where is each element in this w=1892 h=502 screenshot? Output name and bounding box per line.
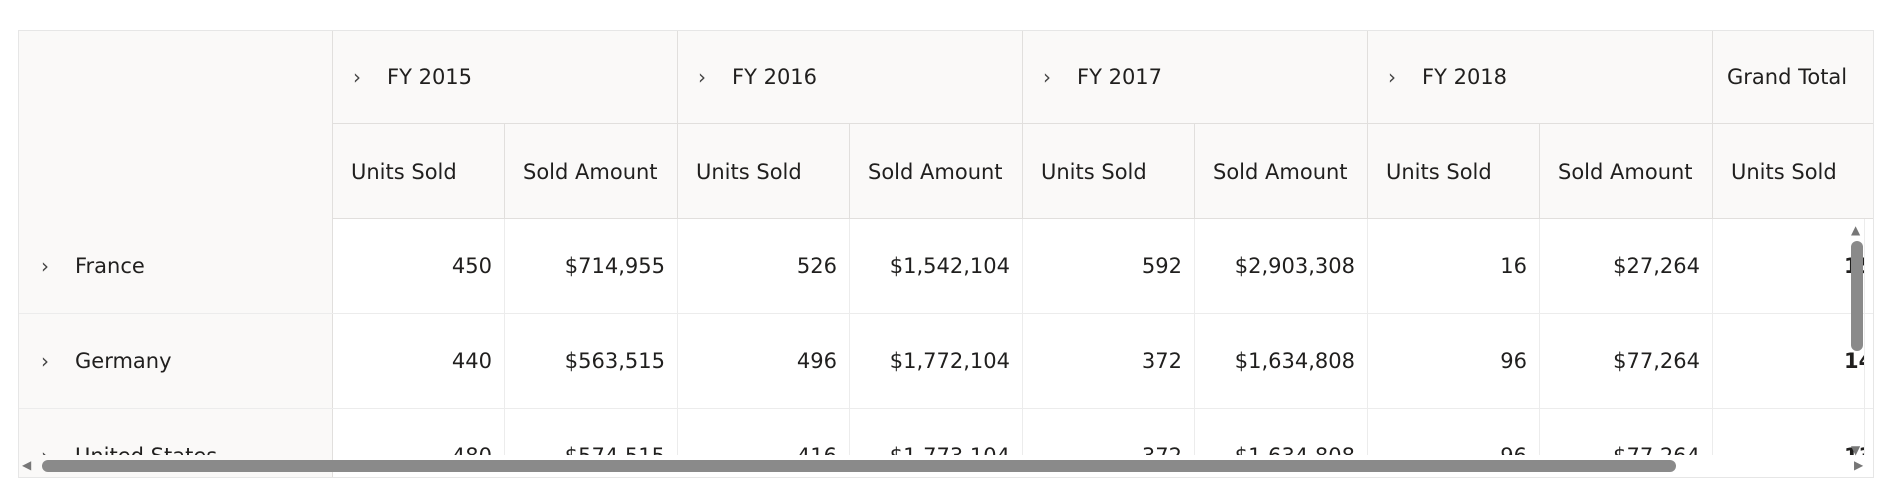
row-header-germany[interactable]: › Germany (19, 314, 333, 408)
grand-total-cell[interactable]: 136 (1713, 409, 1865, 455)
row-header-label: France (75, 254, 145, 278)
sub-header-sold-amount[interactable]: Sold Amount (850, 124, 1023, 219)
scroll-up-arrow-icon[interactable]: ▲ (1851, 223, 1861, 237)
sub-header-label: Units Sold (1386, 159, 1492, 184)
table-cell[interactable]: 416 (678, 409, 850, 455)
sub-header-units-sold[interactable]: Units Sold (333, 124, 505, 219)
sub-header-sold-amount[interactable]: Sold Amount (505, 124, 678, 219)
table-row: › Germany 440 $563,515 496 $1,772,104 37… (19, 314, 1873, 409)
table-cell[interactable]: 526 (678, 219, 850, 313)
chevron-right-icon[interactable]: › (353, 65, 361, 89)
table-cell[interactable]: 496 (678, 314, 850, 408)
column-header-label: FY 2016 (732, 65, 818, 89)
chevron-right-icon[interactable]: › (41, 349, 49, 373)
column-header: › FY 2015 › FY 2016 › FY 2017 › FY 2018 … (333, 31, 1873, 219)
table-cell[interactable]: $1,772,104 (850, 314, 1023, 408)
table-cell[interactable]: $1,634,808 (1195, 409, 1368, 455)
table-cell[interactable]: 480 (333, 409, 505, 455)
chevron-right-icon[interactable]: › (41, 444, 65, 455)
horizontal-scrollbar[interactable]: ◀ ▶ (18, 458, 1863, 472)
table-cell[interactable]: 440 (333, 314, 505, 408)
sub-header-sold-amount[interactable]: Sold Amount (1540, 124, 1713, 219)
horizontal-scrollbar-thumb[interactable] (42, 460, 1676, 472)
pivot-grid: › FY 2015 › FY 2016 › FY 2017 › FY 2018 … (18, 30, 1874, 478)
table-cell[interactable]: $1,773,104 (850, 409, 1023, 455)
sub-header-label: Units Sold (1731, 159, 1837, 184)
scroll-left-arrow-icon[interactable]: ◀ (22, 458, 32, 472)
column-header-grand-total[interactable]: Grand Total (1713, 31, 1873, 124)
table-cell[interactable]: 592 (1023, 219, 1195, 313)
column-header-label: Grand Total (1727, 65, 1848, 89)
sub-header-label: Units Sold (696, 159, 802, 184)
sub-header-label: Sold Amount (1558, 159, 1693, 184)
scroll-down-arrow-icon[interactable]: ▼ (1851, 443, 1861, 457)
row-header-label: United States (75, 444, 217, 455)
table-cell[interactable]: 372 (1023, 409, 1195, 455)
grid-body: › France 450 $714,955 526 $1,542,104 592… (19, 219, 1873, 455)
sub-header-sold-amount[interactable]: Sold Amount (1195, 124, 1368, 219)
row-header-france[interactable]: › France (19, 219, 333, 313)
table-row: › France 450 $714,955 526 $1,542,104 592… (19, 219, 1873, 314)
column-header-label: FY 2017 (1077, 65, 1163, 89)
sub-header-units-sold[interactable]: Units Sold (1713, 124, 1873, 219)
table-cell[interactable]: $574,515 (505, 409, 678, 455)
table-cell[interactable]: 450 (333, 219, 505, 313)
sub-header-units-sold[interactable]: Units Sold (1023, 124, 1195, 219)
column-header-fy-2016[interactable]: › FY 2016 (678, 31, 1023, 124)
vertical-scrollbar[interactable]: ▲ ▼ (1851, 223, 1863, 473)
row-header-united-states[interactable]: › United States (19, 409, 333, 455)
table-cell[interactable]: 96 (1368, 409, 1540, 455)
row-header-column (19, 31, 333, 477)
column-header-fy-2015[interactable]: › FY 2015 (333, 31, 678, 124)
sub-header-label: Sold Amount (868, 159, 1003, 184)
sub-header-label: Sold Amount (523, 159, 658, 184)
sub-header-label: Sold Amount (1213, 159, 1348, 184)
table-cell[interactable]: 96 (1368, 314, 1540, 408)
row-header-label: Germany (75, 349, 172, 373)
table-cell[interactable]: $77,264 (1540, 314, 1713, 408)
table-cell[interactable]: $1,542,104 (850, 219, 1023, 313)
table-cell[interactable]: $563,515 (505, 314, 678, 408)
table-cell[interactable]: $714,955 (505, 219, 678, 313)
column-header-label: FY 2018 (1422, 65, 1508, 89)
table-cell[interactable]: $2,903,308 (1195, 219, 1368, 313)
column-header-fy-2018[interactable]: › FY 2018 (1368, 31, 1713, 124)
table-cell[interactable]: 372 (1023, 314, 1195, 408)
vertical-scrollbar-thumb[interactable] (1851, 241, 1863, 351)
chevron-right-icon[interactable]: › (41, 254, 49, 278)
table-cell[interactable]: $1,634,808 (1195, 314, 1368, 408)
sub-header-units-sold[interactable]: Units Sold (1368, 124, 1540, 219)
table-cell[interactable]: 16 (1368, 219, 1540, 313)
chevron-right-icon[interactable]: › (1043, 65, 1051, 89)
scroll-right-arrow-icon[interactable]: ▶ (1854, 458, 1864, 472)
table-row: › United States 480 $574,515 416 $1,773,… (19, 409, 1873, 455)
table-cell[interactable]: $27,264 (1540, 219, 1713, 313)
chevron-right-icon[interactable]: › (698, 65, 706, 89)
column-header-label: FY 2015 (387, 65, 473, 89)
grand-total-cell[interactable]: 158 (1713, 219, 1865, 313)
column-header-fy-2017[interactable]: › FY 2017 (1023, 31, 1368, 124)
table-cell[interactable]: $77,264 (1540, 409, 1713, 455)
chevron-right-icon[interactable]: › (1388, 65, 1396, 89)
sub-header-units-sold[interactable]: Units Sold (678, 124, 850, 219)
sub-header-label: Units Sold (1041, 159, 1147, 184)
sub-header-label: Units Sold (351, 159, 457, 184)
grand-total-cell[interactable]: 140 (1713, 314, 1865, 408)
